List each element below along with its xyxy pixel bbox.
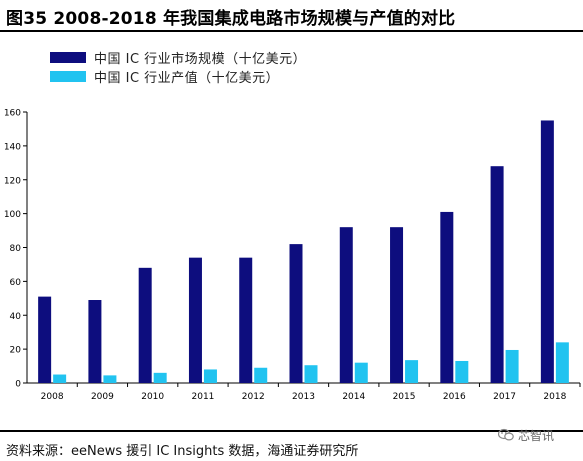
y-tick-label: 40 [10,312,22,322]
y-tick-label: 80 [10,244,22,254]
output-bar [455,360,469,383]
y-tick-label: 120 [4,176,21,186]
x-tick-label: 2017 [493,392,516,402]
legend-label-output: 中国 IC 行业产值（十亿美元） [94,71,280,86]
source-note: 资料来源：eeNews 援引 IC Insights 数据，海通证券研究所 [6,444,359,459]
y-tick-label: 140 [4,142,21,152]
market-bar [188,257,202,383]
x-tick-label: 2012 [242,392,265,402]
figure-title: 图35 2008-2018 年我国集成电路市场规模与产值的对比 [6,9,456,29]
x-tick-label: 2018 [543,392,566,402]
y-tick-label: 100 [4,210,21,220]
market-bar [289,244,303,383]
watermark-text: 芯智讯 [518,429,555,443]
output-bar [405,360,419,383]
title-divider [0,30,583,32]
x-tick-label: 2013 [292,392,315,402]
y-tick-label: 60 [10,278,22,288]
output-bar [354,362,368,383]
x-tick-label: 2009 [91,392,114,402]
x-tick-label: 2008 [41,392,64,402]
market-bar [339,227,353,383]
output-bar [254,367,268,383]
output-bar [203,369,217,383]
market-bar [490,166,504,383]
y-tick-label: 20 [10,346,22,356]
x-tick-label: 2014 [342,392,365,402]
y-tick-label: 0 [15,380,21,390]
output-bar [304,365,318,383]
output-bar [153,372,167,383]
market-bar [88,300,102,383]
source-divider [0,430,583,432]
x-tick-label: 2016 [443,392,466,402]
output-bar [103,375,117,383]
market-bar [38,296,52,383]
legend-swatch-market [50,52,86,63]
legend-swatch-output [50,71,86,82]
figure-title-row: 图35 2008-2018 年我国集成电路市场规模与产值的对比 [0,0,583,30]
wechat-icon [498,428,514,441]
market-bar [440,211,454,383]
output-bar [555,342,569,383]
output-bar [505,349,519,383]
legend-label-market: 中国 IC 行业市场规模（十亿美元） [94,52,307,67]
output-bar [53,374,67,383]
market-bar [390,227,404,383]
market-bar [239,257,253,383]
market-bar [540,120,554,383]
x-tick-label: 2010 [141,392,164,402]
market-bar [138,267,152,383]
x-tick-label: 2015 [393,392,416,402]
x-tick-label: 2011 [192,392,215,402]
y-tick-label: 160 [4,109,21,119]
